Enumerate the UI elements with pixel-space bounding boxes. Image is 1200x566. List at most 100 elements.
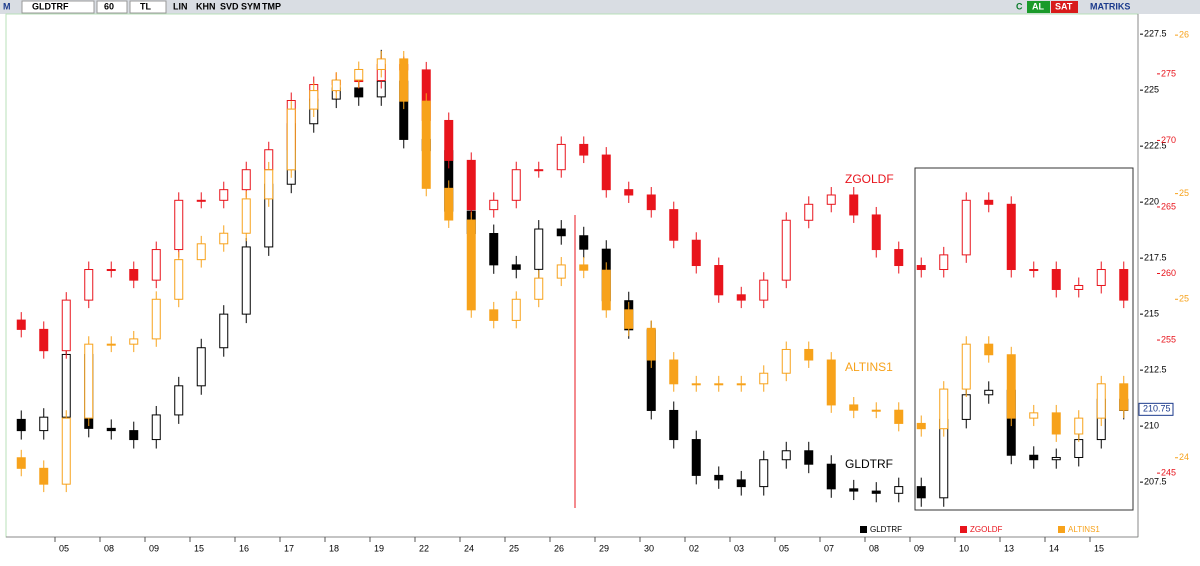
candle-body (151, 414, 161, 441)
x-tick-label: 30 (644, 543, 654, 553)
candle-body (601, 269, 611, 311)
x-tick-label: 09 (149, 543, 159, 553)
candle-body (196, 199, 206, 202)
x-tick-label: 16 (239, 543, 249, 553)
x-tick-label: 29 (599, 543, 609, 553)
symbol-box[interactable] (21, 0, 95, 14)
candle-body (151, 298, 161, 340)
candle-body (106, 343, 116, 346)
period[interactable]: 60 (104, 1, 114, 11)
legend-label: GLDTRF (870, 525, 902, 534)
candle-body (444, 187, 454, 221)
last-price-box (1138, 402, 1174, 416)
x-tick-label: 10 (959, 543, 969, 553)
x-tick-label: 17 (284, 543, 294, 553)
candle-body (354, 68, 364, 81)
candle-body (579, 235, 589, 250)
candle-body (151, 249, 161, 281)
candle-body (219, 189, 229, 201)
toolbar-button[interactable]: LIN (173, 1, 188, 11)
candle-body (984, 343, 994, 356)
candle-body (1051, 269, 1061, 290)
candle-body (646, 194, 656, 211)
candle-body (16, 319, 26, 330)
candle-body (489, 309, 499, 321)
candle-body (714, 265, 724, 296)
candle-body (84, 343, 94, 419)
candle-body (916, 486, 926, 499)
candle-body (354, 87, 364, 98)
legend-swatch (1058, 526, 1065, 533)
candle-body (534, 169, 544, 172)
sell-box[interactable] (1051, 1, 1078, 13)
x-tick-label: 15 (1094, 543, 1104, 553)
candle-body (849, 404, 859, 411)
x-tick-label: 05 (59, 543, 69, 553)
symbol[interactable]: GLDTRF (32, 1, 69, 11)
candle-body (129, 338, 139, 345)
candle-body (421, 100, 431, 189)
candle-body (534, 277, 544, 300)
candle-body (129, 430, 139, 441)
toolbar-button[interactable]: SYM (241, 1, 261, 11)
buy-box[interactable] (1027, 1, 1050, 13)
candle-body (939, 254, 949, 271)
candle-body (961, 394, 971, 420)
currency[interactable]: TL (140, 1, 151, 11)
toolbar-button[interactable]: TMP (262, 1, 281, 11)
y-tick-label: 25 (1179, 294, 1189, 304)
y-tick-label: 227.5 (1144, 29, 1167, 39)
candle-body (669, 359, 679, 385)
candle-body (984, 199, 994, 205)
candle-body (961, 343, 971, 390)
candle-body (759, 459, 769, 488)
candle-body (871, 490, 881, 494)
candle-body (826, 463, 836, 490)
candle-body (16, 457, 26, 469)
candle-body (264, 169, 274, 200)
candle-body (241, 246, 251, 315)
y-tick-label: 225 (1144, 85, 1159, 95)
candle-body (1029, 454, 1039, 461)
candle-body (1074, 417, 1084, 435)
y-tick-label: 24 (1179, 452, 1189, 462)
x-tick-label: 24 (464, 543, 474, 553)
y-tick-label: 275 (1161, 68, 1176, 78)
candle-body (129, 269, 139, 281)
buy-button[interactable]: AL (1032, 1, 1044, 11)
candle-body (781, 450, 791, 461)
candle-body (1074, 439, 1084, 458)
candle-body (939, 388, 949, 430)
y-tick-label: 207.5 (1144, 476, 1167, 486)
candle-body (646, 327, 656, 361)
candle-body (331, 79, 341, 92)
candle-body (736, 479, 746, 488)
candle-body (579, 264, 589, 271)
y-tick-label: 260 (1161, 268, 1176, 278)
brand[interactable]: MATRIKS (1090, 1, 1130, 11)
series-label: ALTINS1 (845, 360, 893, 374)
candle-body (804, 450, 814, 465)
sell-button[interactable]: SAT (1055, 1, 1073, 11)
x-tick-label: 02 (689, 543, 699, 553)
candle-body (916, 422, 926, 430)
candle-body (309, 90, 319, 110)
legend-swatch (860, 526, 867, 533)
toolbar-button[interactable]: SVD (220, 1, 239, 11)
toolbar-button[interactable]: KHN (196, 1, 216, 11)
candle-body (1074, 284, 1084, 290)
x-tick-label: 08 (104, 543, 114, 553)
legend-label: ALTINS1 (1068, 525, 1100, 534)
candle-body (1006, 203, 1016, 271)
logo[interactable]: M (3, 1, 11, 11)
y-tick-label: 245 (1161, 467, 1176, 477)
candle-body (1029, 412, 1039, 419)
toolbar-button[interactable]: C (1016, 1, 1023, 11)
currency-box[interactable] (129, 0, 167, 14)
period-box[interactable] (96, 0, 128, 14)
y-tick-label: 26 (1179, 30, 1189, 40)
x-tick-label: 08 (869, 543, 879, 553)
highlight-box (914, 167, 1134, 511)
